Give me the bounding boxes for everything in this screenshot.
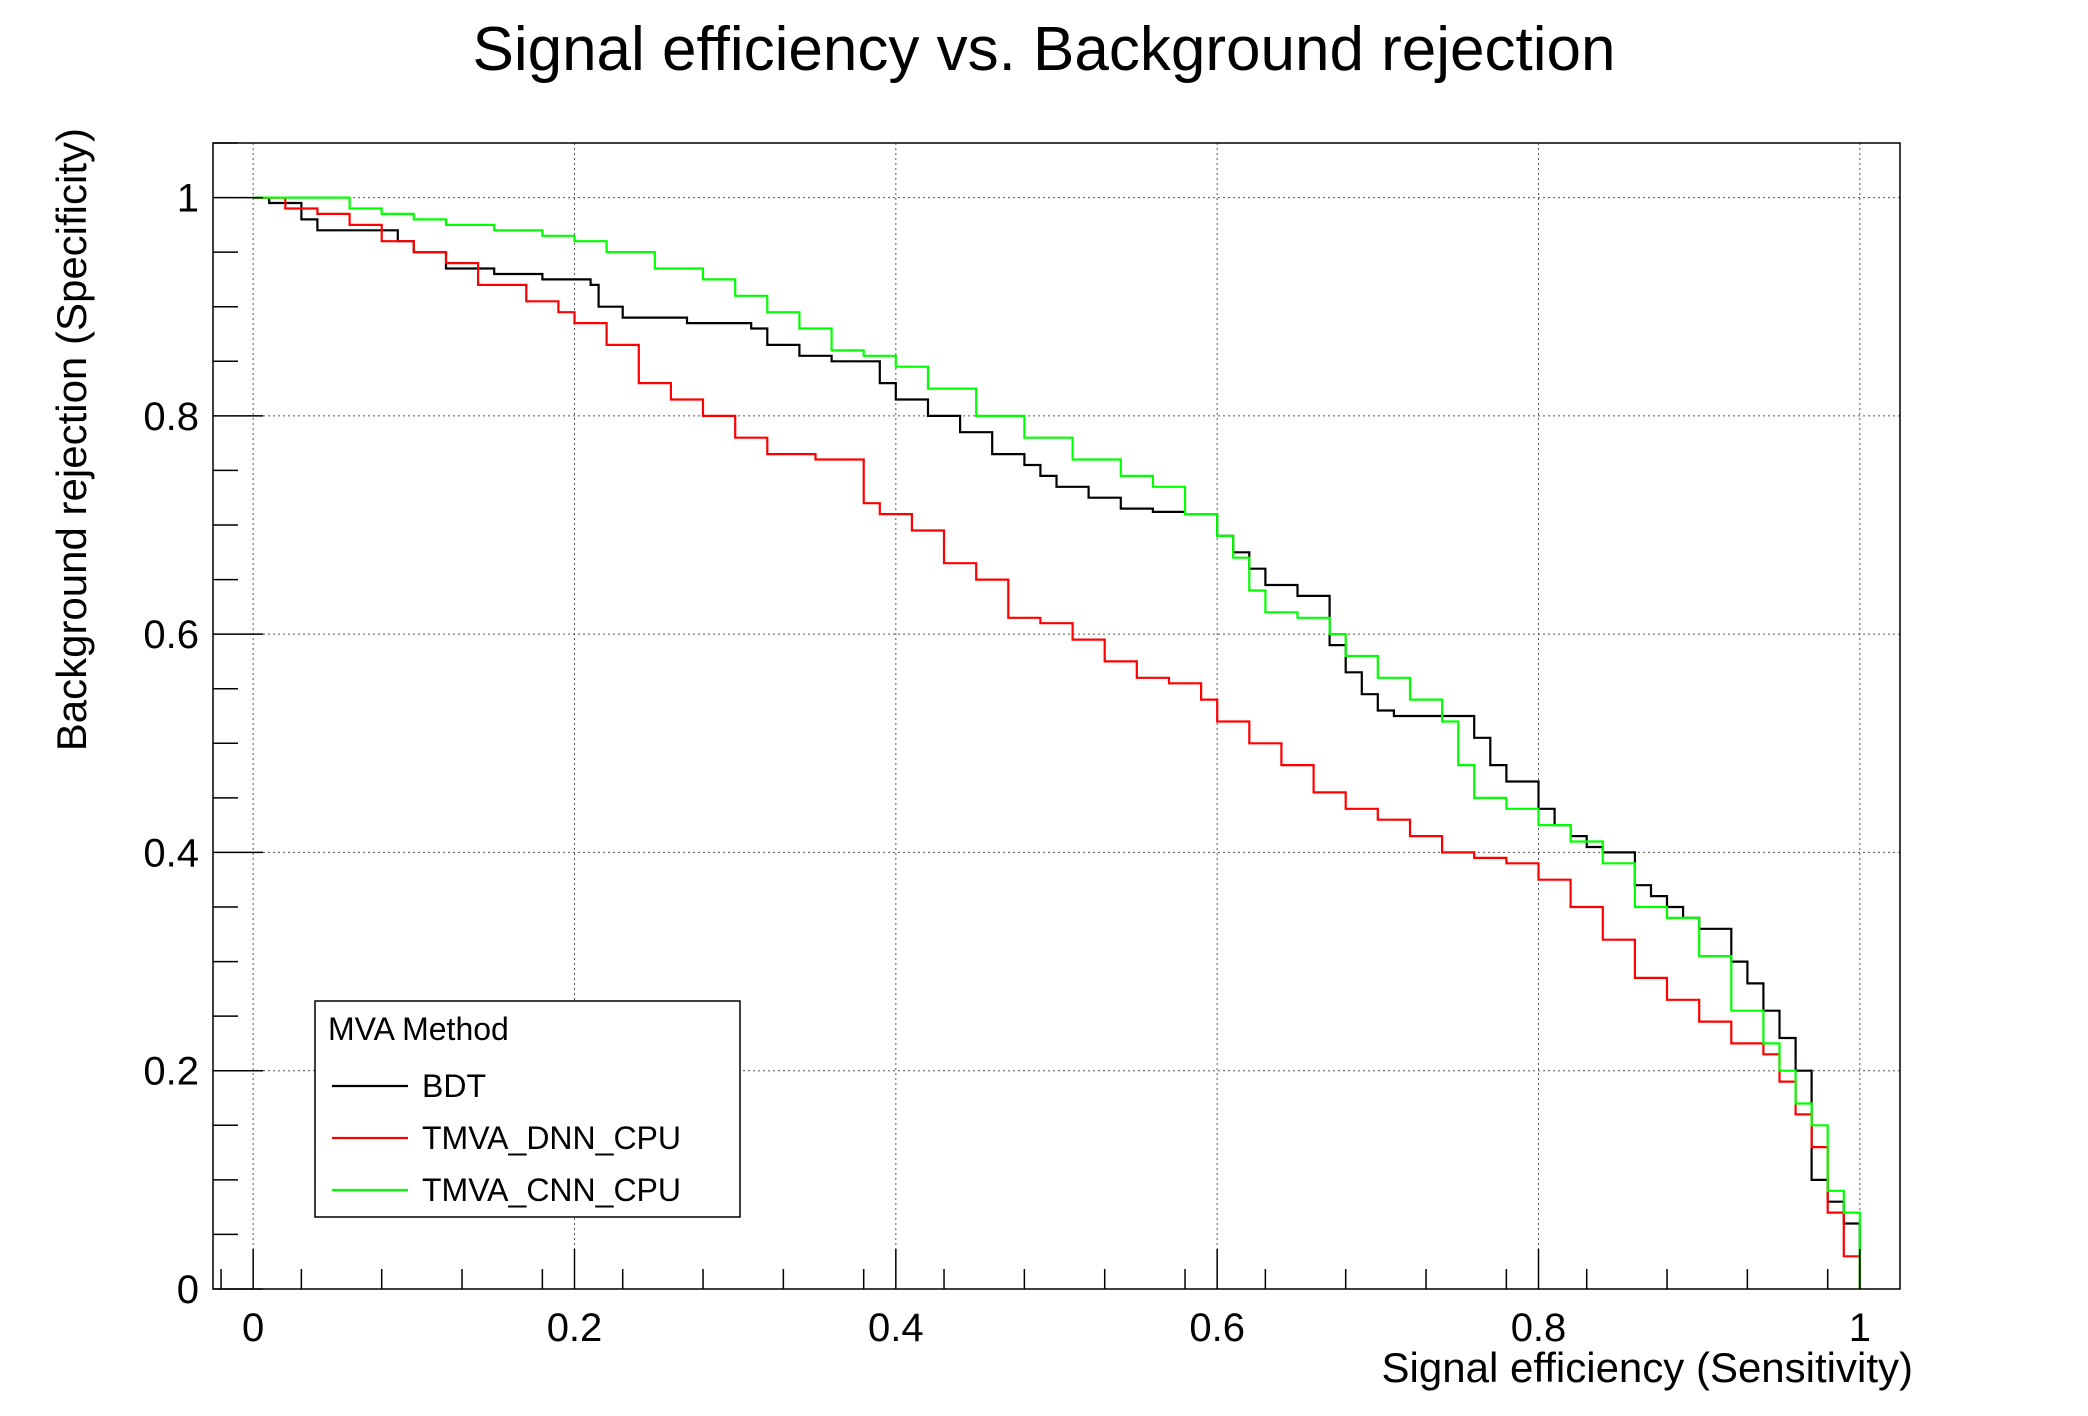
series-layer [253, 196, 1861, 1289]
y-axis-title: Background rejection (Specificity) [48, 128, 95, 751]
tick-labels: 0 0.2 0.4 0.6 0.8 1 0 0.2 0.4 0.6 0.8 1 [143, 177, 1871, 1350]
y-tick-label: 0.8 [143, 395, 199, 439]
legend-box [314, 1000, 741, 1218]
x-axis-title: Signal efficiency (Sensitivity) [1382, 1344, 1913, 1391]
x-tick-label: 0.8 [1511, 1306, 1567, 1350]
y-tick-label: 1 [177, 177, 199, 221]
x-tick-label: 0.2 [547, 1306, 603, 1350]
legend-label-tmva-cnn-cpu: TMVA_CNN_CPU [422, 1172, 681, 1208]
x-tick-label: 1 [1849, 1306, 1871, 1350]
y-tick-label: 0 [177, 1268, 199, 1312]
legend-entries: BDT TMVA_DNN_CPU TMVA_CNN_CPU [332, 1068, 681, 1208]
y-tick-label: 0.2 [143, 1050, 199, 1094]
chart-title: Signal efficiency vs. Background rejecti… [472, 15, 1615, 84]
legend: MVA Method BDT TMVA_DNN_CPU TMVA_CNN_CPU [314, 1000, 741, 1218]
plot-frame [212, 142, 1901, 1290]
x-tick-label: 0.6 [1189, 1306, 1245, 1350]
x-tick-label: 0.4 [868, 1306, 924, 1350]
legend-label-tmva-dnn-cpu: TMVA_DNN_CPU [422, 1120, 681, 1156]
y-tick-label: 0.4 [143, 831, 199, 875]
series-line-tmva-cnn-cpu [253, 196, 1861, 1289]
series-line-tmva-dnn-cpu [253, 196, 1861, 1289]
x-tick-label: 0 [242, 1306, 264, 1350]
legend-title: MVA Method [328, 1011, 509, 1047]
axis-ticks [213, 142, 1861, 1290]
legend-label-bdt: BDT [422, 1068, 486, 1104]
y-tick-label: 0.6 [143, 613, 199, 657]
